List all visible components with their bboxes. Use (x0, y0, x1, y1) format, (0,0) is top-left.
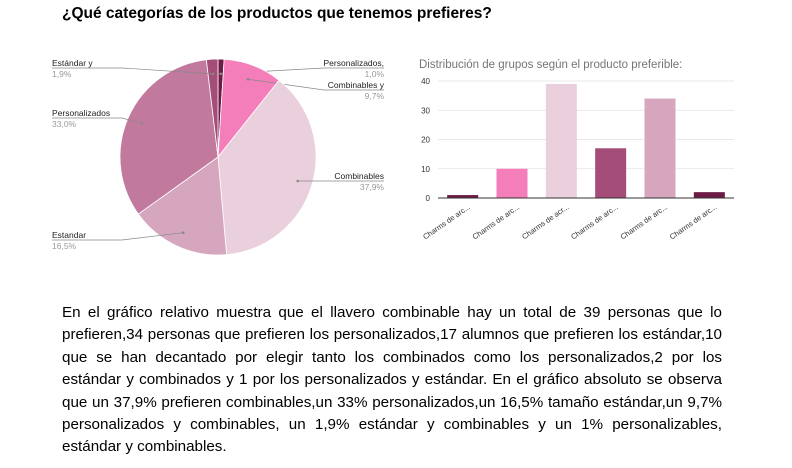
y-tick-label: 0 (426, 194, 431, 203)
leader-line (247, 78, 384, 91)
pie-slice (217, 79, 317, 256)
leader-line (52, 232, 184, 241)
x-tick-label: Charms de arc... (421, 202, 472, 241)
bar (644, 98, 676, 198)
pie-slice (119, 59, 219, 215)
leader-dot (296, 179, 300, 183)
x-tick-label: Charms de arc... (619, 202, 670, 241)
bar (447, 195, 479, 198)
y-tick-label: 10 (421, 165, 430, 174)
bar-chart-title: Distribución de grupos según el producto… (419, 59, 682, 71)
bar (595, 148, 627, 198)
bar (545, 83, 577, 198)
pie-slice (205, 58, 219, 158)
leader-dot (211, 72, 215, 76)
x-tick-label: Charms de arc... (471, 202, 522, 241)
slice-label: Personalizados, (324, 58, 384, 68)
leader-line (52, 67, 214, 75)
slice-label: Estándar y (52, 58, 93, 68)
bar-chart: Distribución de grupos según el producto… (419, 59, 734, 241)
slice-percent: 9,7% (365, 91, 385, 101)
slice-percent: 1,9% (52, 69, 72, 79)
leader-dot (181, 231, 185, 235)
slice-label: Estandar (52, 230, 86, 240)
slice-label: Combinables (334, 171, 384, 181)
leader-line (52, 117, 142, 124)
description-paragraph: En el gráfico relativo muestra que el ll… (62, 304, 722, 456)
pie-chart: Personalizados,1,0%Combinables y9,7% Comb… (52, 58, 385, 256)
slice-label: Combinables y (328, 80, 385, 90)
leader-dot (140, 122, 144, 125)
bar (693, 192, 725, 198)
leader-dot (246, 77, 250, 81)
slice-percent: 37,9% (360, 182, 385, 192)
y-tick-label: 40 (421, 77, 430, 86)
y-tick-label: 30 (421, 106, 430, 115)
x-tick-label: Charms de arc... (569, 202, 620, 241)
x-tick-label: Charms de arc... (668, 202, 719, 241)
pie-slice (137, 156, 228, 256)
slice-percent: 33,0% (52, 119, 77, 129)
x-tick-label: Charms de acr... (520, 202, 570, 241)
leader-dot (219, 72, 222, 76)
y-tick-label: 20 (421, 136, 430, 145)
slice-percent: 16,5% (52, 241, 77, 251)
question-title: ¿Qué categorías de los productos que ten… (62, 5, 492, 22)
slice-label: Personalizados (52, 108, 110, 118)
slice-percent: 1,0% (365, 69, 385, 79)
bar (496, 168, 528, 198)
